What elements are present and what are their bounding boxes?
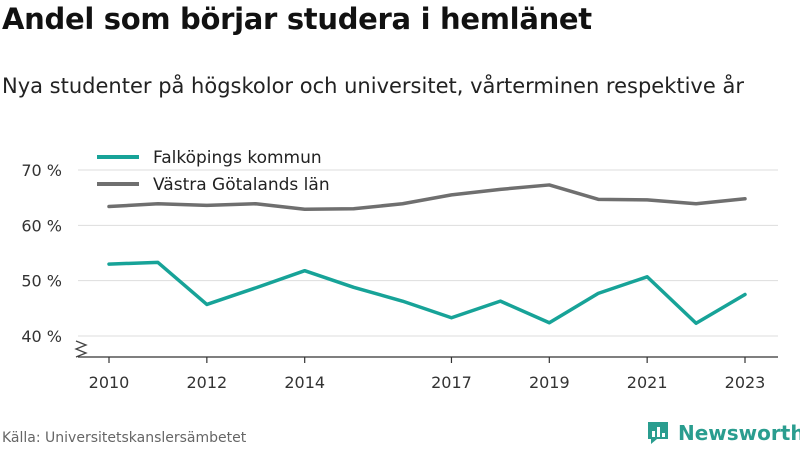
x-tick-label: 2021	[627, 373, 668, 392]
gridlines	[78, 169, 778, 337]
y-tick-label: 40 %	[21, 327, 62, 346]
chart-title: Andel som börjar studera i hemlänet	[2, 2, 592, 36]
y-tick-label: 70 %	[21, 161, 62, 180]
brand-logo: Newsworthy	[645, 420, 800, 446]
axes: 40 % 50 % 60 % 70 % 2010 2012 2014 2017 2019 2021…	[21, 161, 778, 392]
legend: Falköpings kommun Västra Götalands län	[97, 148, 330, 195]
x-tick-label: 2023	[725, 373, 766, 392]
series-line-falkoping	[107, 260, 747, 326]
legend-label: Västra Götalands län	[153, 175, 330, 195]
x-tick-label: 2017	[431, 373, 472, 392]
x-tick-label: 2010	[89, 373, 130, 392]
x-tick-label: 2014	[284, 373, 325, 392]
series-line-vastra-gotaland	[107, 183, 747, 212]
series-lines	[107, 183, 747, 326]
x-tick-label: 2019	[529, 373, 570, 392]
brand-name: Newsworthy	[678, 421, 800, 445]
source-note: Källa: Universitetskanslersämbetet	[2, 430, 247, 446]
y-tick-label: 60 %	[21, 216, 62, 235]
y-tick-label: 50 %	[21, 272, 62, 291]
x-tick-label: 2012	[186, 373, 227, 392]
legend-label: Falköpings kommun	[153, 148, 322, 168]
axis-break-icon	[74, 340, 88, 358]
chart-subtitle: Nya studenter på högskolor och universit…	[2, 74, 744, 98]
newsworthy-logo-icon	[648, 422, 668, 444]
